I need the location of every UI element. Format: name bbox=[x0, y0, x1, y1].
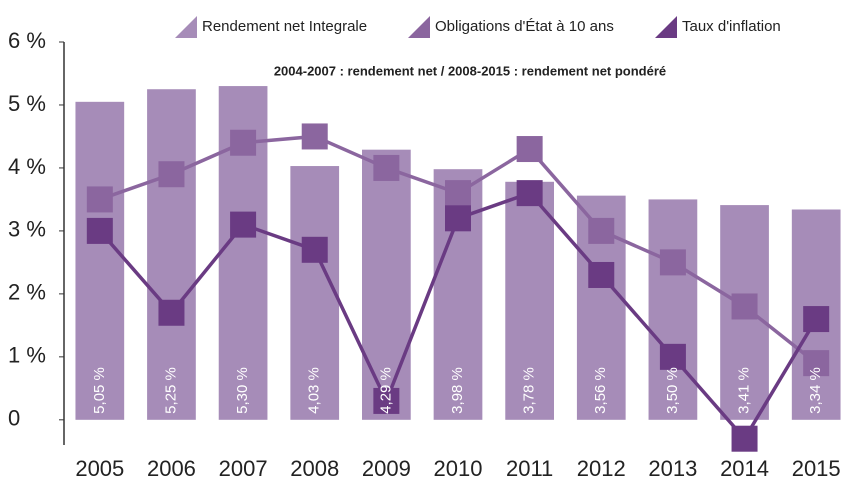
legend-label: Taux d'inflation bbox=[682, 18, 781, 35]
marker bbox=[803, 306, 830, 333]
marker bbox=[373, 154, 400, 181]
value-label: 5,05 % bbox=[91, 367, 108, 414]
marker bbox=[230, 129, 257, 156]
legend-swatch bbox=[655, 16, 677, 38]
y-tick-label: 5 % bbox=[8, 91, 46, 116]
value-label: 4,03 % bbox=[306, 367, 323, 414]
marker bbox=[230, 211, 257, 238]
x-tick-label: 2015 bbox=[792, 456, 841, 481]
value-label: 3,41 % bbox=[736, 367, 753, 414]
marker bbox=[659, 249, 686, 276]
value-label: 3,56 % bbox=[592, 367, 609, 414]
value-label: 3,34 % bbox=[807, 367, 824, 414]
marker bbox=[301, 236, 328, 263]
marker bbox=[86, 217, 113, 244]
x-tick-label: 2011 bbox=[506, 456, 553, 481]
legend-label: Obligations d'État à 10 ans bbox=[435, 18, 614, 35]
annotation: 2004-2007 : rendement net / 2008-2015 : … bbox=[274, 63, 666, 78]
y-tick-label: 3 % bbox=[8, 217, 46, 242]
marker bbox=[588, 217, 615, 244]
marker bbox=[301, 123, 328, 150]
bar bbox=[290, 166, 340, 420]
marker bbox=[588, 261, 615, 288]
marker bbox=[516, 180, 543, 207]
x-tick-label: 2014 bbox=[720, 456, 769, 481]
x-tick-label: 2010 bbox=[434, 456, 483, 481]
x-tick-label: 2012 bbox=[577, 456, 626, 481]
bar bbox=[648, 199, 698, 420]
marker bbox=[445, 205, 471, 232]
value-label: 3,98 % bbox=[449, 367, 466, 414]
marker bbox=[86, 186, 113, 213]
marker bbox=[731, 293, 758, 320]
bar bbox=[362, 149, 411, 420]
y-tick-label: 2 % bbox=[8, 280, 46, 305]
value-label: 3,50 % bbox=[664, 367, 681, 414]
y-tick-label: 0 bbox=[8, 406, 20, 431]
value-label: 5,30 % bbox=[234, 367, 251, 414]
value-label: 5,25 % bbox=[162, 367, 179, 414]
x-tick-label: 2013 bbox=[648, 456, 697, 481]
x-tick-label: 2009 bbox=[362, 456, 411, 481]
legend-label: Rendement net Integrale bbox=[202, 18, 367, 35]
y-tick-label: 6 % bbox=[8, 28, 46, 53]
legend-swatch bbox=[408, 16, 430, 38]
y-tick-label: 1 % bbox=[8, 343, 46, 368]
marker bbox=[445, 180, 471, 207]
marker bbox=[373, 387, 400, 414]
marker bbox=[731, 425, 758, 452]
bar bbox=[505, 181, 554, 420]
bar bbox=[147, 89, 196, 420]
legend-swatch bbox=[175, 16, 197, 38]
value-label: 4,29 % bbox=[377, 367, 394, 414]
marker bbox=[659, 343, 686, 370]
x-tick-label: 2006 bbox=[147, 456, 196, 481]
value-label: 3,78 % bbox=[521, 367, 538, 414]
bar bbox=[75, 101, 125, 420]
y-tick-label: 4 % bbox=[8, 154, 46, 179]
marker bbox=[158, 161, 185, 188]
marker bbox=[803, 350, 830, 377]
x-tick-label: 2007 bbox=[219, 456, 268, 481]
marker bbox=[158, 299, 185, 326]
x-tick-label: 2005 bbox=[75, 456, 124, 481]
marker bbox=[516, 136, 543, 163]
x-tick-label: 2008 bbox=[290, 456, 339, 481]
